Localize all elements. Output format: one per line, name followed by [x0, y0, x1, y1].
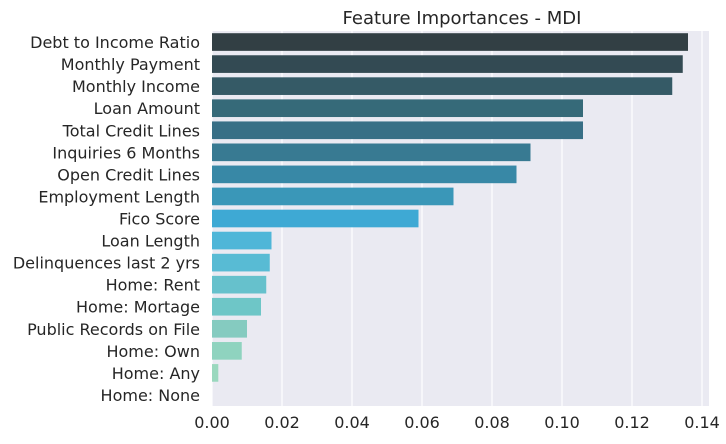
category-label: Home: None — [101, 386, 200, 405]
bar — [212, 143, 531, 162]
bar — [212, 364, 219, 382]
category-label: Delinquences last 2 yrs — [13, 254, 200, 273]
x-tick-label: 0.12 — [614, 413, 650, 432]
x-tick-label: 0.10 — [544, 413, 580, 432]
bar — [212, 187, 454, 206]
bar — [212, 99, 583, 118]
x-tick-label: 0.08 — [474, 413, 510, 432]
category-label: Fico Score — [119, 210, 200, 229]
bar — [212, 165, 517, 184]
bar — [212, 77, 673, 95]
x-tick-label: 0.14 — [684, 413, 720, 432]
category-labels: Debt to Income Ratio Monthly Payment Month… — [13, 33, 200, 405]
category-label: Home: Mortage — [76, 298, 200, 317]
bar — [212, 209, 419, 228]
category-label: Total Credit Lines — [62, 121, 200, 140]
bars — [212, 33, 688, 382]
bar — [212, 55, 683, 73]
category-label: Open Credit Lines — [57, 165, 200, 184]
category-label: Monthly Payment — [61, 55, 200, 74]
category-label: Home: Rent — [106, 276, 200, 295]
bar — [212, 231, 272, 250]
category-label: Employment Length — [38, 187, 200, 206]
bar — [212, 253, 270, 272]
bar — [212, 121, 583, 140]
category-label: Loan Length — [101, 232, 200, 251]
category-label: Home: Any — [112, 364, 200, 383]
x-tick-label: 0.00 — [194, 413, 230, 432]
x-tick-label: 0.02 — [264, 413, 300, 432]
category-label: Debt to Income Ratio — [30, 33, 200, 52]
bar — [212, 275, 267, 294]
category-label: Inquiries 6 Months — [52, 143, 200, 162]
category-label: Public Records on File — [27, 320, 200, 339]
chart-title: Feature Importances - MDI — [343, 8, 582, 29]
bar — [212, 342, 242, 360]
bar — [212, 319, 247, 338]
category-label: Home: Own — [106, 342, 200, 361]
bar — [212, 297, 261, 316]
category-label: Monthly Income — [72, 77, 200, 96]
x-tick-label: 0.04 — [334, 413, 370, 432]
x-axis-ticks: 0.00 0.02 0.04 0.06 0.08 0.10 0.12 0.14 — [194, 413, 720, 432]
bar — [212, 33, 688, 51]
category-label: Loan Amount — [94, 99, 200, 118]
x-tick-label: 0.06 — [404, 413, 440, 432]
